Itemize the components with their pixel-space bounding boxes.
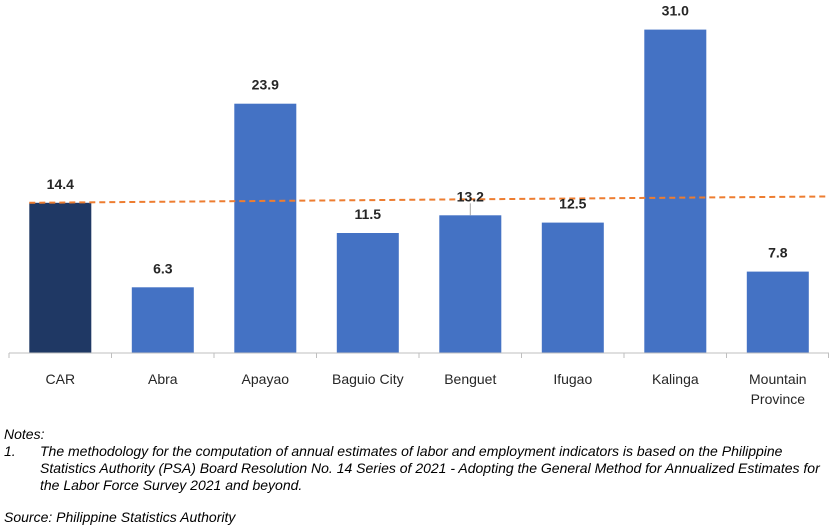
- bar-mountain-province: [746, 271, 809, 353]
- category-label: Ifugao: [553, 371, 592, 387]
- bar-abra: [131, 287, 194, 353]
- reference-trend-line: [29, 195, 828, 204]
- value-labels-group: 14.4 6.3 23.9 11.5 13.2 12.5 31.0 7.8: [47, 3, 788, 277]
- bar-car: [29, 202, 92, 353]
- category-label: Mountain Province: [749, 371, 807, 407]
- notes-heading: Notes:: [4, 426, 45, 442]
- bar-apayao: [234, 103, 297, 353]
- category-label: Apayao: [242, 371, 290, 387]
- value-label: 7.8: [768, 245, 788, 261]
- bar-baguio-city: [336, 233, 399, 353]
- value-label: 13.2: [457, 188, 484, 204]
- value-label: 12.5: [559, 196, 586, 212]
- bar-chart: 14.4 6.3 23.9 11.5 13.2 12.5 31.0 7.8 CAR Abra Ap…: [8, 3, 829, 407]
- bar-kalinga: [644, 29, 707, 353]
- category-label: CAR: [46, 371, 76, 387]
- category-label: Baguio City: [332, 371, 404, 387]
- bars-group: [29, 29, 809, 353]
- x-axis: [8, 352, 829, 358]
- bar-benguet: [439, 215, 502, 353]
- value-label: 14.4: [47, 176, 74, 192]
- notes-section: Notes: 1. The methodology for the comput…: [4, 426, 827, 494]
- value-label: 6.3: [153, 260, 173, 276]
- category-label: Benguet: [444, 371, 496, 387]
- category-label: Kalinga: [652, 371, 699, 387]
- category-label: Abra: [148, 371, 178, 387]
- source-note: Source: Philippine Statistics Authority: [4, 509, 236, 525]
- note-item: 1. The methodology for the computation o…: [4, 443, 827, 494]
- bar-ifugao: [541, 222, 604, 353]
- category-labels-group: CAR Abra Apayao Baguio City Benguet Ifugao Kal…: [46, 371, 807, 407]
- value-label: 23.9: [252, 77, 279, 93]
- note-number: 1.: [4, 443, 16, 459]
- value-label: 11.5: [355, 206, 382, 222]
- note-text: The methodology for the computation of a…: [40, 443, 820, 493]
- reference-line-group: [29, 195, 828, 204]
- value-label: 31.0: [662, 3, 689, 19]
